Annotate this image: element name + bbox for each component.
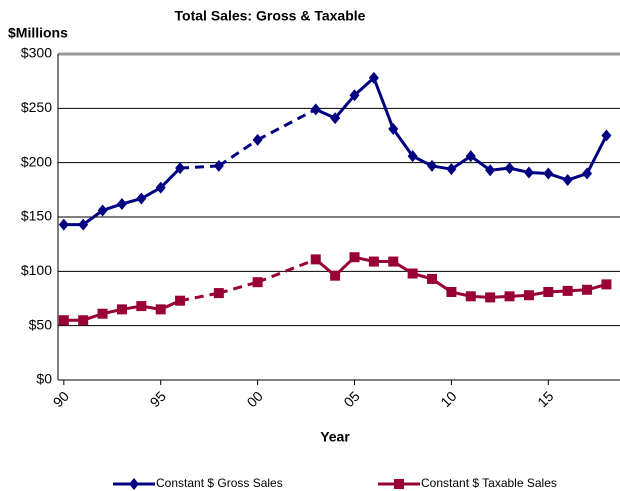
marker	[562, 285, 573, 296]
marker	[58, 218, 69, 231]
marker	[446, 163, 457, 176]
y-tick-label: $250	[21, 99, 52, 115]
line-segment	[256, 108, 317, 142]
marker	[155, 304, 166, 315]
marker	[543, 167, 554, 180]
marker	[58, 315, 69, 326]
x-tick-label: 05	[340, 388, 362, 410]
marker	[465, 291, 476, 302]
y-tick-label: $200	[21, 153, 52, 169]
line-segment	[180, 164, 219, 170]
y-tick-label: $0	[36, 371, 52, 387]
line-segment	[353, 76, 375, 97]
marker	[349, 89, 360, 102]
line-segment	[218, 138, 259, 168]
line-segment	[392, 128, 414, 158]
legend-label: Constant $ Taxable Sales	[421, 476, 557, 490]
marker	[175, 162, 186, 175]
marker	[582, 167, 593, 180]
marker	[349, 252, 360, 263]
marker	[368, 256, 379, 267]
marker	[601, 279, 612, 290]
marker	[446, 286, 457, 297]
x-axis-title: Year	[320, 429, 350, 445]
legend-item: Constant $ Gross Sales	[113, 476, 283, 490]
marker	[116, 304, 127, 315]
marker	[129, 478, 139, 490]
line-segment	[218, 280, 259, 295]
marker	[582, 284, 593, 295]
marker	[136, 301, 147, 312]
marker	[465, 150, 476, 163]
line-segment	[469, 154, 492, 172]
marker	[394, 479, 404, 489]
marker	[97, 204, 108, 217]
legend-item: Constant $ Taxable Sales	[378, 476, 557, 490]
line-segment	[82, 209, 104, 226]
marker	[388, 122, 399, 135]
marker	[136, 192, 147, 205]
series	[58, 71, 612, 231]
marker	[388, 256, 399, 267]
marker	[78, 315, 89, 326]
chart-title: Total Sales: Gross & Taxable	[175, 8, 366, 24]
marker	[116, 197, 127, 210]
line-segment	[450, 154, 472, 171]
marker	[252, 133, 263, 146]
marker	[427, 273, 438, 284]
line-segment	[585, 134, 608, 175]
marker	[330, 112, 341, 125]
marker	[310, 103, 321, 116]
marker	[407, 150, 418, 163]
marker	[485, 292, 496, 303]
marker	[504, 291, 515, 302]
marker	[562, 174, 573, 187]
y-axis-title: $Millions	[8, 25, 68, 41]
y-tick-label: $300	[21, 45, 52, 61]
series	[58, 252, 612, 326]
y-tick-label: $50	[29, 316, 53, 332]
marker	[601, 129, 612, 142]
marker	[368, 71, 379, 84]
marker	[427, 159, 438, 172]
marker	[97, 308, 108, 319]
marker	[485, 164, 496, 177]
marker	[213, 288, 224, 299]
y-tick-label: $150	[21, 208, 52, 224]
x-tick-label: 10	[437, 388, 459, 410]
x-tick-label: 15	[534, 388, 556, 410]
marker	[252, 277, 263, 288]
line-segment	[372, 77, 395, 130]
x-tick-label: 90	[50, 388, 72, 410]
marker	[175, 295, 186, 306]
marker	[504, 162, 515, 175]
marker	[78, 218, 89, 231]
marker	[310, 254, 321, 265]
line-segment	[159, 167, 182, 189]
x-tick-label: 95	[147, 388, 169, 410]
x-tick-label: 00	[244, 388, 266, 410]
line-segment	[179, 291, 220, 303]
line-segment	[257, 257, 317, 284]
y-tick-label: $100	[21, 262, 52, 278]
marker	[213, 159, 224, 172]
line-segment	[333, 94, 356, 120]
marker	[155, 181, 166, 194]
legend-label: Constant $ Gross Sales	[156, 476, 283, 490]
marker	[543, 286, 554, 297]
marker	[523, 290, 534, 301]
marker	[407, 268, 418, 279]
marker	[330, 270, 341, 281]
marker	[523, 166, 534, 179]
